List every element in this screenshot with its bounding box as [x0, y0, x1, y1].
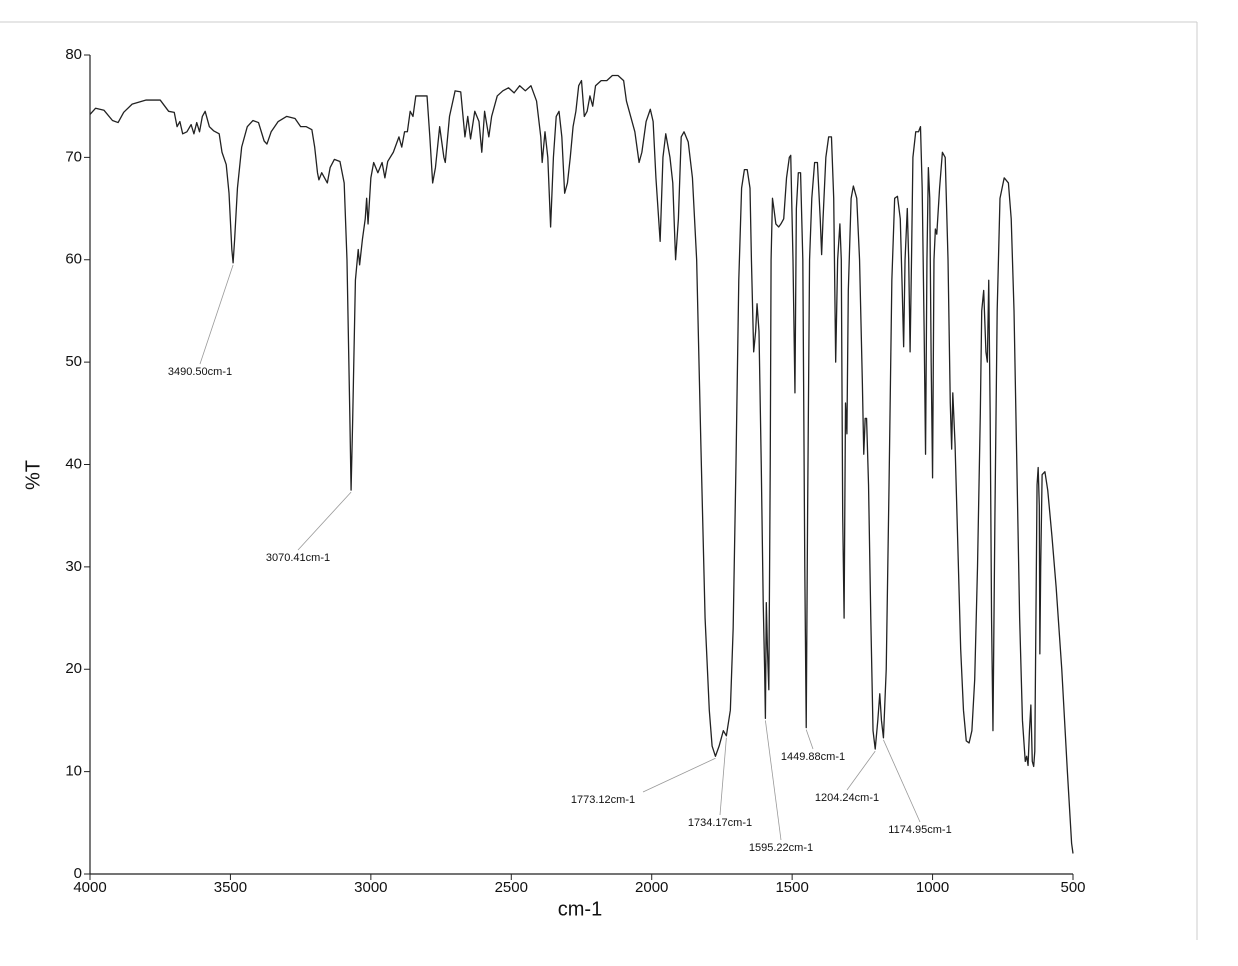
- y-tick-label: 40: [65, 455, 82, 472]
- y-tick-label: 70: [65, 148, 82, 165]
- annotation-label: 1174.95cm-1: [888, 824, 951, 836]
- annotation-leader: [805, 729, 814, 750]
- x-tick-label: 500: [1060, 879, 1085, 896]
- annotation-label: 3490.50cm-1: [168, 366, 232, 378]
- annotation-label: 1734.17cm-1: [688, 817, 752, 829]
- spectrum-line: [89, 74, 1074, 854]
- y-tick-label: 30: [65, 558, 82, 575]
- y-tick-label: 10: [65, 763, 82, 780]
- annotation-label: 3070.41cm-1: [266, 552, 330, 564]
- y-tick-label: 20: [65, 660, 82, 677]
- x-axis-label: cm-1: [558, 898, 602, 920]
- x-tick-label: 2500: [495, 879, 528, 896]
- x-tick-label: 2000: [635, 879, 668, 896]
- y-tick-label: 60: [65, 251, 82, 268]
- x-tick-label: 1000: [916, 879, 949, 896]
- y-tick-label: 80: [65, 46, 82, 63]
- y-axis-label: %T: [22, 460, 44, 490]
- y-tick-label: 0: [74, 865, 82, 882]
- annotation-leader: [765, 720, 782, 841]
- x-tick-label: 3500: [214, 879, 247, 896]
- annotation-label: 1595.22cm-1: [749, 842, 813, 854]
- y-tick-label: 50: [65, 353, 82, 370]
- annotation-leader: [846, 750, 876, 791]
- annotation-label: 1449.88cm-1: [781, 751, 845, 763]
- annotation-leader: [297, 491, 352, 551]
- annotation-leader: [642, 757, 716, 793]
- annotation-leader: [719, 737, 727, 816]
- annotation-label: 1773.12cm-1: [571, 794, 635, 806]
- x-tick-label: 4000: [73, 879, 106, 896]
- annotation-leader: [199, 264, 234, 365]
- annotation-label: 1204.24cm-1: [815, 792, 879, 804]
- x-tick-label: 3000: [354, 879, 387, 896]
- x-tick-label: 1500: [775, 879, 808, 896]
- annotation-leader: [883, 739, 921, 823]
